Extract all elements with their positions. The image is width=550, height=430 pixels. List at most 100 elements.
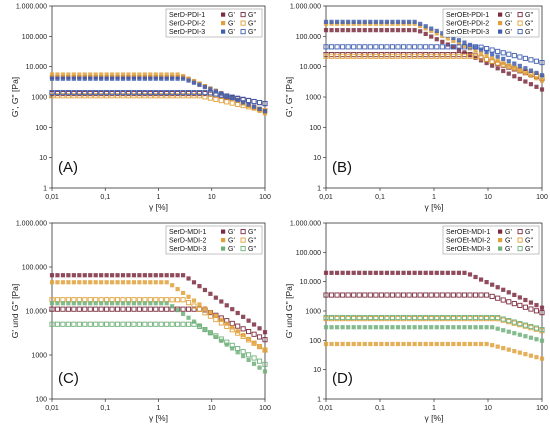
storage-modulus-point bbox=[351, 28, 356, 33]
loss-modulus-point bbox=[164, 93, 170, 99]
loss-modulus-point bbox=[340, 53, 346, 59]
loss-modulus-point bbox=[340, 292, 346, 298]
loss-modulus-point bbox=[362, 292, 368, 298]
loss-modulus-point bbox=[367, 44, 373, 50]
loss-modulus-point bbox=[142, 93, 148, 99]
storage-modulus-point bbox=[126, 273, 131, 278]
legend-open-marker bbox=[240, 20, 246, 26]
y-tick-label: 10.000 bbox=[300, 279, 322, 286]
loss-modulus-point bbox=[533, 308, 540, 314]
loss-modulus-point bbox=[191, 306, 197, 312]
storage-modulus-point bbox=[164, 273, 169, 278]
storage-modulus-point bbox=[55, 280, 60, 285]
y-tick-label: 1000 bbox=[305, 309, 321, 316]
loss-modulus-point bbox=[71, 90, 77, 96]
storage-modulus-point bbox=[451, 45, 456, 50]
panel-label: (A) bbox=[58, 159, 78, 176]
loss-modulus-point bbox=[495, 315, 501, 321]
loss-modulus-point bbox=[207, 330, 213, 336]
storage-modulus-point bbox=[434, 270, 439, 275]
y-tick-label: 100.000 bbox=[22, 265, 47, 272]
legend-gp-label: G' bbox=[228, 12, 235, 19]
storage-modulus-point bbox=[334, 28, 340, 33]
storage-modulus-point bbox=[164, 72, 169, 77]
loss-modulus-point bbox=[417, 53, 423, 59]
storage-modulus-point bbox=[66, 273, 71, 278]
loss-modulus-point bbox=[207, 313, 213, 319]
loss-modulus-point bbox=[213, 333, 219, 339]
y-tick-label: 1.000.000 bbox=[290, 221, 321, 228]
storage-modulus-point bbox=[368, 270, 373, 275]
chart-panel: 1 10 100 1000 10.000 100.000 1.000.000 0,01 0,1 1… bbox=[284, 4, 548, 213]
storage-modulus-point bbox=[219, 91, 224, 96]
storage-modulus-point bbox=[456, 270, 462, 275]
loss-modulus-point bbox=[191, 303, 197, 309]
storage-modulus-point bbox=[395, 341, 401, 347]
storage-modulus-point bbox=[99, 273, 104, 278]
storage-modulus-point bbox=[142, 72, 147, 77]
loss-modulus-point bbox=[202, 90, 208, 96]
storage-modulus-point bbox=[418, 325, 423, 330]
storage-modulus-point bbox=[230, 346, 235, 351]
legend-filled-marker bbox=[498, 12, 503, 17]
loss-modulus-point bbox=[400, 292, 407, 298]
legend-gpp-label: G'' bbox=[248, 246, 256, 253]
loss-modulus-point bbox=[378, 292, 384, 298]
legend-series-name: SerOEt-MDI-1 bbox=[446, 229, 490, 236]
loss-modulus-point bbox=[373, 292, 379, 298]
storage-modulus-point bbox=[467, 272, 473, 277]
storage-modulus-point bbox=[219, 299, 224, 304]
storage-modulus-point bbox=[418, 21, 423, 27]
loss-modulus-point bbox=[461, 53, 468, 59]
legend-open-marker bbox=[517, 229, 523, 235]
storage-modulus-point bbox=[137, 76, 142, 81]
storage-modulus-point bbox=[60, 280, 66, 285]
storage-modulus-point bbox=[82, 273, 87, 278]
storage-modulus-point bbox=[517, 295, 522, 300]
loss-modulus-point bbox=[98, 90, 104, 96]
storage-modulus-point bbox=[323, 19, 329, 24]
storage-modulus-point bbox=[241, 354, 246, 359]
legend-series-name: SerOEt-PDI-2 bbox=[446, 21, 489, 28]
loss-modulus-point bbox=[185, 321, 192, 327]
loss-modulus-point bbox=[240, 326, 246, 332]
x-tick-label: 1 bbox=[432, 405, 436, 412]
storage-modulus-point bbox=[501, 287, 506, 292]
storage-modulus-point bbox=[379, 270, 384, 275]
loss-modulus-point bbox=[240, 96, 246, 102]
storage-modulus-point bbox=[88, 273, 93, 278]
loss-modulus-point bbox=[240, 349, 246, 355]
storage-modulus-point bbox=[131, 273, 137, 278]
storage-modulus-point bbox=[340, 28, 345, 33]
storage-modulus-point bbox=[93, 72, 98, 77]
storage-modulus-point bbox=[373, 341, 378, 347]
storage-modulus-point bbox=[93, 76, 98, 81]
storage-modulus-point bbox=[131, 72, 137, 77]
storage-modulus-point bbox=[60, 273, 66, 278]
loss-modulus-point bbox=[334, 53, 340, 59]
storage-modulus-point bbox=[323, 341, 329, 347]
loss-modulus-point bbox=[164, 306, 170, 312]
loss-modulus-point bbox=[169, 90, 175, 96]
loss-modulus-point bbox=[522, 304, 528, 310]
x-tick-label: 0,01 bbox=[45, 194, 59, 201]
y-axis-label: G', G'' [Pa] bbox=[10, 77, 20, 117]
storage-modulus-point bbox=[180, 290, 186, 296]
storage-modulus-point bbox=[153, 76, 158, 81]
storage-modulus-point bbox=[329, 28, 334, 33]
storage-modulus-point bbox=[109, 72, 115, 77]
storage-modulus-point bbox=[93, 280, 98, 285]
storage-modulus-point bbox=[368, 325, 373, 330]
storage-modulus-point bbox=[109, 280, 115, 285]
loss-modulus-point bbox=[511, 301, 517, 307]
loss-modulus-point bbox=[246, 97, 252, 103]
storage-modulus-point bbox=[440, 39, 445, 44]
storage-modulus-point bbox=[246, 336, 251, 342]
loss-modulus-point bbox=[511, 65, 517, 71]
loss-modulus-point bbox=[539, 60, 545, 66]
storage-modulus-point bbox=[49, 280, 55, 285]
storage-modulus-point bbox=[451, 270, 456, 275]
loss-modulus-point bbox=[434, 314, 440, 321]
loss-modulus-point bbox=[417, 292, 423, 298]
storage-modulus-point bbox=[440, 325, 445, 330]
